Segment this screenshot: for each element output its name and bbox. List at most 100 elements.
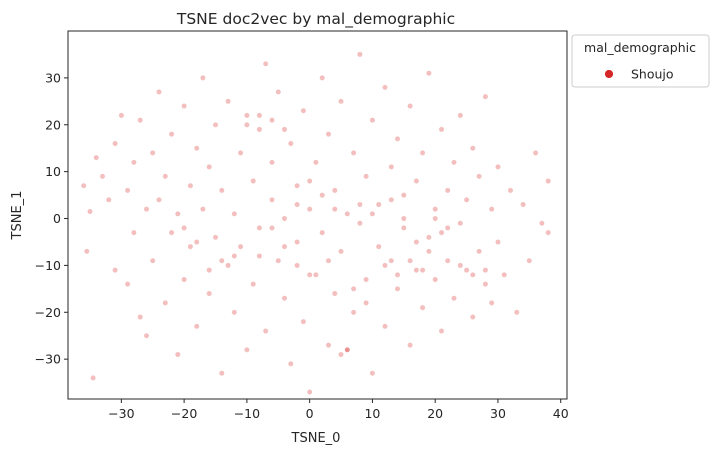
x-tick-label: −10 [234, 406, 260, 421]
scatter-point [369, 210, 376, 217]
scatter-point [262, 328, 269, 334]
scatter-point [419, 304, 426, 311]
scatter-point [143, 206, 150, 212]
scatter-point [244, 112, 250, 119]
scatter-point [325, 131, 332, 137]
scatter-point [338, 98, 344, 105]
scatter-point [432, 276, 439, 283]
scatter-point [174, 351, 181, 358]
scatter-point [469, 271, 476, 278]
x-tick-label: 30 [490, 406, 506, 421]
scatter-points [80, 51, 552, 395]
scatter-point [156, 89, 162, 95]
scatter-point [187, 182, 194, 189]
scatter-point [375, 243, 382, 250]
scatter-point [269, 196, 275, 203]
scatter-point [444, 257, 451, 264]
scatter-point [457, 262, 464, 269]
x-tick-label: −30 [108, 406, 134, 421]
scatter-point [262, 61, 269, 67]
scatter-point [375, 201, 382, 208]
scatter-point [444, 187, 451, 194]
scatter-point [507, 187, 514, 194]
scatter-point [256, 253, 263, 259]
scatter-point [106, 196, 112, 203]
y-tick-label: 10 [45, 164, 61, 179]
scatter-point [520, 201, 526, 208]
scatter-point [137, 314, 143, 320]
scatter-point [413, 239, 420, 245]
scatter-point [206, 267, 212, 273]
scatter-point [394, 271, 401, 278]
scatter-point [281, 295, 288, 302]
scatter-point [457, 112, 464, 119]
scatter-point [281, 215, 288, 222]
scatter-point [319, 192, 326, 198]
scatter-point [137, 117, 143, 123]
scatter-point [269, 117, 275, 123]
scatter-point [168, 131, 175, 137]
scatter-point [212, 234, 219, 241]
scatter-point [388, 164, 395, 170]
scatter-point [87, 208, 93, 215]
scatter-point [319, 75, 326, 81]
scatter-point [495, 239, 501, 245]
scatter-point [419, 267, 426, 273]
scatter-point [212, 122, 219, 128]
scatter-point [143, 332, 150, 339]
x-tick-label: 10 [364, 406, 380, 421]
y-axis-ticks: −30 −20 −10 0 10 20 30 [35, 70, 68, 367]
y-axis-label: TSNE_1 [10, 191, 25, 241]
scatter-point [84, 248, 90, 255]
scatter-point [313, 159, 319, 166]
scatter-point [218, 257, 225, 264]
x-tick-label: 40 [553, 406, 569, 421]
x-tick-label: 20 [427, 406, 443, 421]
scatter-point [350, 285, 357, 292]
scatter-point [438, 229, 445, 236]
scatter-point [331, 187, 338, 194]
legend: mal_demographic Shoujo [571, 34, 710, 88]
scatter-point [344, 346, 351, 353]
scatter-point [369, 117, 376, 123]
chart-title: TSNE doc2vec by mal_demographic [176, 10, 455, 29]
scatter-point [338, 248, 344, 255]
scatter-point [501, 271, 508, 278]
scatter-point [174, 210, 181, 217]
scatter-point [344, 210, 351, 217]
scatter-point [294, 182, 300, 189]
scatter-point [244, 346, 250, 353]
scatter-point [225, 262, 231, 269]
scatter-point [495, 164, 501, 170]
scatter-point [193, 239, 200, 245]
y-tick-label: 20 [45, 117, 61, 132]
scatter-point [181, 276, 187, 283]
scatter-point [482, 281, 489, 287]
scatter-point [432, 206, 439, 212]
scatter-point [187, 243, 194, 250]
legend-marker [604, 69, 614, 79]
scatter-point [118, 112, 125, 119]
scatter-point [331, 206, 338, 212]
scatter-point [131, 229, 137, 236]
scatter-point [168, 229, 175, 236]
scatter-point [338, 351, 344, 358]
scatter-point [200, 206, 206, 212]
scatter-point [156, 196, 162, 203]
scatter-point [514, 309, 520, 316]
scatter-point [438, 126, 445, 133]
scatter-point [90, 375, 96, 381]
scatter-point [131, 159, 137, 166]
scatter-point [300, 318, 307, 325]
scatter-point [306, 271, 313, 278]
scatter-point [313, 271, 319, 278]
scatter-point [526, 257, 533, 264]
scatter-point [476, 248, 482, 255]
scatter-point [206, 290, 212, 297]
scatter-point [545, 229, 552, 236]
scatter-point [457, 220, 464, 226]
scatter-point [149, 150, 156, 156]
scatter-point [394, 135, 401, 142]
scatter-point [532, 150, 539, 156]
